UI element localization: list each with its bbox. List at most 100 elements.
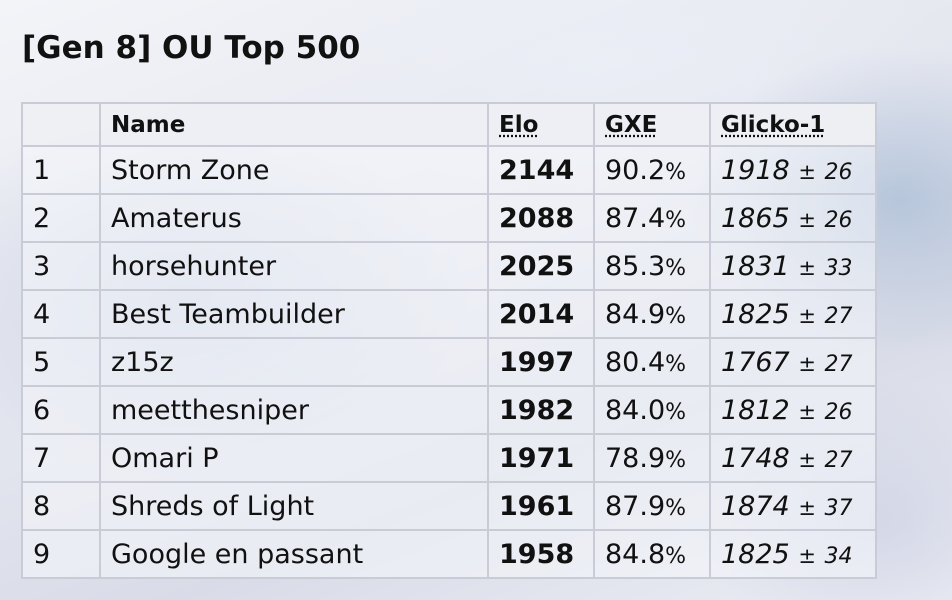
table-row: 5 z15z 1997 80.4% 1767 ± 27 [21,337,877,387]
page-title: [Gen 8] OU Top 500 [22,30,361,66]
player-name-cell[interactable]: Google en passant [99,529,489,579]
percent-sign: % [665,255,687,281]
gxe-value: 78.9 [605,442,666,474]
percent-sign: % [665,399,687,425]
glicko-deviation: 33 [824,255,853,281]
gxe-cell: 85.3% [593,241,711,291]
glicko-deviation: 26 [824,399,853,425]
glicko-deviation: 26 [824,159,853,185]
glicko-deviation: 26 [824,207,853,233]
glicko-value: 1748 [721,442,790,474]
rank-cell: 4 [21,289,101,339]
elo-cell: 1961 [487,481,595,531]
table-row: 8 Shreds of Light 1961 87.9% 1874 ± 37 [21,481,877,531]
elo-cell: 1971 [487,433,595,483]
player-name-cell[interactable]: Amaterus [99,193,489,243]
rank-header [21,102,101,147]
player-name[interactable]: meetthesniper [111,394,309,426]
player-name[interactable]: Best Teambuilder [111,298,345,330]
glicko-value: 1874 [721,490,790,522]
glicko-cell: 1831 ± 33 [709,241,877,291]
elo-cell: 1982 [487,385,595,435]
glicko-value: 1812 [721,394,790,426]
player-name[interactable]: Shreds of Light [111,490,315,522]
header-row: Name Elo GXE Glicko-1 [21,102,877,147]
plus-minus-sign: ± [798,351,816,376]
ladder-table: Name Elo GXE Glicko-1 1 Storm Zone 2144 … [21,102,877,579]
glicko-deviation: 37 [824,495,853,521]
player-name[interactable]: Storm Zone [111,154,270,186]
plus-minus-sign: ± [798,399,816,424]
elo-cell: 1997 [487,337,595,387]
table-row: 2 Amaterus 2088 87.4% 1865 ± 26 [21,193,877,243]
glicko-cell: 1918 ± 26 [709,145,877,195]
player-name[interactable]: Amaterus [111,202,242,234]
glicko-value: 1865 [721,202,790,234]
name-header: Name [99,102,489,147]
glicko-deviation: 27 [824,303,853,329]
glicko-deviation: 27 [824,447,853,473]
percent-sign: % [665,543,687,569]
plus-minus-sign: ± [798,495,816,520]
player-name-cell[interactable]: Best Teambuilder [99,289,489,339]
glicko-value: 1825 [721,298,790,330]
table-row: 1 Storm Zone 2144 90.2% 1918 ± 26 [21,145,877,195]
gxe-header-label[interactable]: GXE [605,111,658,138]
plus-minus-sign: ± [798,159,816,184]
table-row: 3 horsehunter 2025 85.3% 1831 ± 33 [21,241,877,291]
rank-cell: 8 [21,481,101,531]
gxe-value: 85.3 [605,250,666,282]
percent-sign: % [665,351,687,377]
player-name-cell[interactable]: Omari P [99,433,489,483]
player-name[interactable]: Google en passant [111,538,364,570]
player-name-cell[interactable]: horsehunter [99,241,489,291]
rank-cell: 2 [21,193,101,243]
glicko-header-label[interactable]: Glicko-1 [721,111,826,138]
rank-cell: 9 [21,529,101,579]
plus-minus-sign: ± [798,255,816,280]
table-row: 6 meetthesniper 1982 84.0% 1812 ± 26 [21,385,877,435]
gxe-header[interactable]: GXE [593,102,711,147]
rank-cell: 1 [21,145,101,195]
gxe-value: 84.0 [605,394,666,426]
glicko-deviation: 34 [824,543,853,569]
gxe-value: 87.4 [605,202,666,234]
table-row: 9 Google en passant 1958 84.8% 1825 ± 34 [21,529,877,579]
gxe-cell: 90.2% [593,145,711,195]
player-name[interactable]: z15z [111,346,174,378]
elo-cell: 2014 [487,289,595,339]
plus-minus-sign: ± [798,447,816,472]
glicko-value: 1918 [721,154,790,186]
gxe-value: 90.2 [605,154,666,186]
elo-cell: 2144 [487,145,595,195]
player-name-cell[interactable]: Storm Zone [99,145,489,195]
glicko-cell: 1812 ± 26 [709,385,877,435]
elo-header[interactable]: Elo [487,102,595,147]
table-body: 1 Storm Zone 2144 90.2% 1918 ± 26 2 Amat… [21,145,877,579]
player-name-cell[interactable]: z15z [99,337,489,387]
rank-cell: 3 [21,241,101,291]
gxe-cell: 87.4% [593,193,711,243]
player-name-cell[interactable]: meetthesniper [99,385,489,435]
glicko-value: 1831 [721,250,790,282]
percent-sign: % [665,447,687,473]
table-row: 7 Omari P 1971 78.9% 1748 ± 27 [21,433,877,483]
gxe-cell: 84.0% [593,385,711,435]
gxe-value: 84.8 [605,538,666,570]
gxe-cell: 84.8% [593,529,711,579]
table-row: 4 Best Teambuilder 2014 84.9% 1825 ± 27 [21,289,877,339]
elo-header-label[interactable]: Elo [499,111,539,138]
rank-cell: 6 [21,385,101,435]
glicko-cell: 1865 ± 26 [709,193,877,243]
player-name[interactable]: Omari P [111,442,219,474]
elo-cell: 2025 [487,241,595,291]
player-name-cell[interactable]: Shreds of Light [99,481,489,531]
glicko-value: 1767 [721,346,790,378]
player-name[interactable]: horsehunter [111,250,277,282]
glicko-deviation: 27 [824,351,853,377]
gxe-cell: 84.9% [593,289,711,339]
glicko-header[interactable]: Glicko-1 [709,102,877,147]
glicko-cell: 1767 ± 27 [709,337,877,387]
table-header: Name Elo GXE Glicko-1 [21,102,877,147]
